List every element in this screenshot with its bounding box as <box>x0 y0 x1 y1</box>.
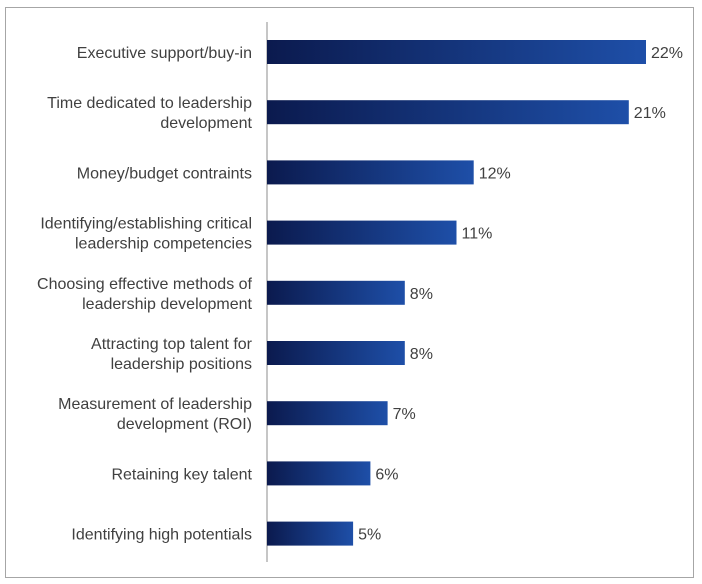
category-label-line: development <box>160 115 252 132</box>
bar-5 <box>267 280 405 305</box>
category-label-line: Retaining key talent <box>111 466 252 483</box>
category-label-line: Identifying/establishing critical <box>40 216 252 233</box>
category-label-line: Time dedicated to leadership <box>47 95 252 112</box>
category-label-line: Measurement of leadership <box>58 396 252 413</box>
category-label-line: Executive support/buy-in <box>77 45 252 62</box>
category-label-7: Measurement of leadership development (RO… <box>58 396 252 433</box>
category-label-line: Choosing effective methods of <box>37 276 253 293</box>
category-label-1: Executive support/buy-in <box>77 45 252 62</box>
bar-9 <box>267 521 354 546</box>
category-label-9: Identifying high potentials <box>71 527 252 544</box>
category-label-line: Money/budget contraints <box>77 165 252 182</box>
category-label-line: Attracting top talent for <box>91 336 253 353</box>
bar-7 <box>267 401 388 426</box>
value-label-9: 5% <box>358 527 381 544</box>
value-label-6: 8% <box>410 346 433 363</box>
category-label-line: leadership competencies <box>75 236 252 253</box>
category-label-6: Attracting top talent for leadership posi… <box>91 336 253 373</box>
category-label-4: Identifying/establishing critical leaders… <box>40 216 252 253</box>
category-label-line: Identifying high potentials <box>71 527 252 544</box>
bar-2 <box>267 100 629 125</box>
category-label-8: Retaining key talent <box>111 466 252 483</box>
value-label-1: 22% <box>651 45 683 62</box>
category-label-2: Time dedicated to leadership development <box>47 95 252 132</box>
category-label-line: leadership positions <box>111 356 252 373</box>
category-label-line: development (ROI) <box>117 416 252 433</box>
value-label-2: 21% <box>634 105 666 122</box>
bar-3 <box>267 160 474 185</box>
value-label-7: 7% <box>393 406 416 423</box>
bar-6 <box>267 341 405 365</box>
bar-1 <box>267 40 646 64</box>
value-label-8: 6% <box>375 466 398 483</box>
bar-4 <box>267 220 457 245</box>
category-label-5: Choosing effective methods of leadership … <box>37 276 253 313</box>
category-label-3: Money/budget contraints <box>77 165 252 182</box>
value-label-4: 11% <box>462 226 493 243</box>
value-label-3: 12% <box>479 165 511 182</box>
value-label-5: 8% <box>410 286 433 303</box>
category-label-line: leadership development <box>82 296 252 313</box>
bars-group: 22% Executive support/buy-in 21% Time dedic… <box>37 40 683 546</box>
bar-8 <box>267 461 371 486</box>
